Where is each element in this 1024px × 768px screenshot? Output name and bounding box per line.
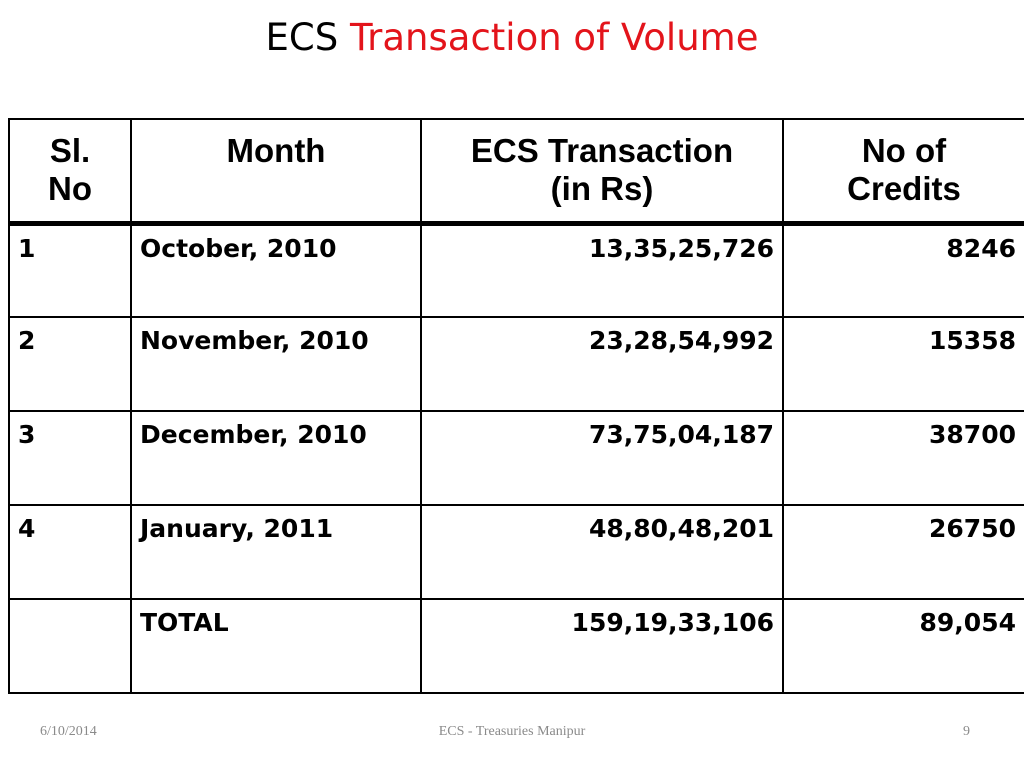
header-month-label: Month [226,132,326,169]
footer-date: 6/10/2014 [40,724,97,739]
cell-total-amount: 159,19,33,106 [420,598,784,694]
cell-total-credits: 89,054 [782,598,1024,694]
cell-total-label: TOTAL [130,598,422,694]
cell-amount: 48,80,48,201 [420,504,784,600]
footer-page-number: 9 [963,724,970,739]
cell-month: December, 2010 [130,410,422,506]
cell-sl-no: 1 [8,222,132,318]
slide-title: ECS Transaction of Volume [0,14,1024,62]
cell-sl-no: 4 [8,504,132,600]
cell-sl-no: 3 [8,410,132,506]
cell-amount: 13,35,25,726 [420,222,784,318]
ecs-table: Sl. No Month ECS Transaction (in Rs) No … [8,118,1024,694]
cell-amount: 73,75,04,187 [420,410,784,506]
cell-month: January, 2011 [130,504,422,600]
title-prefix: ECS [265,16,339,59]
header-credits-line2: Credits [847,170,961,207]
header-txn-line1: ECS Transaction [470,132,734,169]
cell-sl-no: 2 [8,316,132,412]
table-row: 1 October, 2010 13,35,25,726 8246 [8,222,1024,318]
header-ecs-transaction: ECS Transaction (in Rs) [420,118,784,226]
header-sl-line1: Sl. [49,132,91,169]
header-no-of-credits: No of Credits [782,118,1024,226]
cell-month: November, 2010 [130,316,422,412]
cell-credits: 8246 [782,222,1024,318]
header-month: Month [130,118,422,226]
table-row: 3 December, 2010 73,75,04,187 38700 [8,410,1024,506]
cell-month: October, 2010 [130,222,422,318]
header-sl-no: Sl. No [8,118,132,226]
table-row: 2 November, 2010 23,28,54,992 15358 [8,316,1024,412]
cell-amount: 23,28,54,992 [420,316,784,412]
header-credits-line1: No of [861,132,947,169]
cell-credits: 15358 [782,316,1024,412]
cell-sl-no [8,598,132,694]
header-sl-line2: No [48,170,92,207]
title-accent: Transaction of Volume [350,16,759,59]
cell-credits: 26750 [782,504,1024,600]
table-row: 4 January, 2011 48,80,48,201 26750 [8,504,1024,600]
cell-credits: 38700 [782,410,1024,506]
total-row: TOTAL 159,19,33,106 89,054 [8,598,1024,694]
footer-center-text: ECS - Treasuries Manipur [438,724,586,739]
header-row: Sl. No Month ECS Transaction (in Rs) No … [8,118,1024,226]
header-txn-line2: (in Rs) [550,170,654,207]
